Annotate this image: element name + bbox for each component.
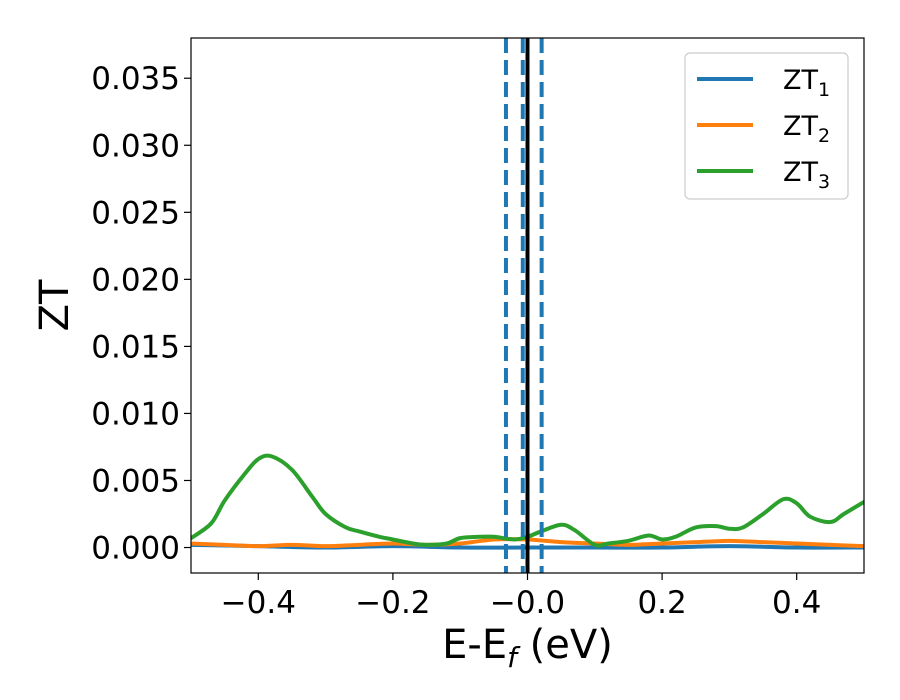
- legend-box: [684, 52, 849, 200]
- x-axis-label-main: E-E: [442, 622, 507, 668]
- x-axis-label-unit: (eV): [517, 622, 613, 668]
- x-tick-label: −0.2: [355, 585, 430, 621]
- x-tick-label: 0.4: [772, 585, 821, 621]
- y-tick-label: 0.010: [91, 396, 180, 432]
- y-axis-label: ZT: [32, 279, 78, 331]
- y-tick-label: 0.005: [91, 463, 180, 499]
- x-tick-label: −0.0: [490, 585, 565, 621]
- y-tick-label: 0.025: [91, 195, 180, 231]
- x-tick-label: 0.2: [637, 585, 686, 621]
- y-tick-label: 0.020: [91, 262, 180, 298]
- y-tick-label: 0.035: [91, 61, 180, 97]
- plot-area: [191, 38, 864, 573]
- axes: −0.4 −0.2 −0.0 0.2 0.4 0.000 0.005 0.010 0.015 0.…: [91, 37, 865, 621]
- legend: ZT1 ZT2 ZT3: [684, 52, 849, 200]
- legend-label: ZT2: [783, 111, 830, 147]
- y-tick-label: 0.030: [91, 128, 180, 164]
- y-tick-label: 0.015: [91, 329, 180, 365]
- legend-label: ZT3: [783, 157, 830, 193]
- legend-label: ZT1: [783, 65, 830, 101]
- y-tick-label: 0.000: [91, 531, 180, 567]
- x-tick-label: −0.4: [221, 585, 296, 621]
- x-axis-label: E-Ef (eV): [442, 622, 613, 674]
